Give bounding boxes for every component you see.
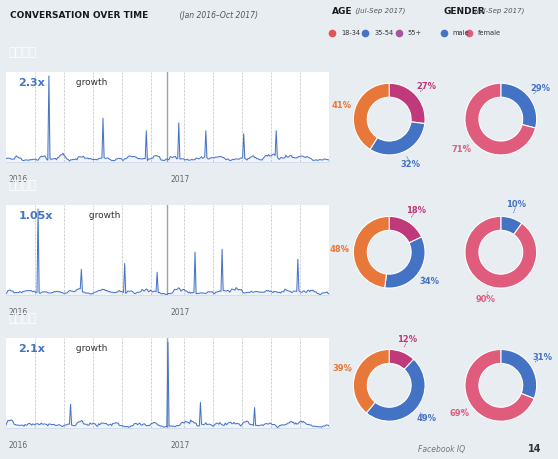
Text: 55+: 55+ [408,30,422,36]
Text: 39%: 39% [333,364,352,373]
Text: 1.05x: 1.05x [18,211,53,221]
Wedge shape [389,349,413,369]
Wedge shape [384,237,425,288]
Text: Facebook IQ: Facebook IQ [418,445,465,454]
Text: CONVERSATION OVER TIME: CONVERSATION OVER TIME [10,11,148,20]
Text: 2.1x: 2.1x [18,344,45,354]
Wedge shape [367,359,425,421]
Text: 71%: 71% [451,145,472,154]
Text: 49%: 49% [417,414,436,423]
Text: 18-34: 18-34 [341,30,360,36]
Text: 27%: 27% [417,82,436,91]
Text: 18%: 18% [406,206,426,215]
Text: AGE: AGE [332,7,353,16]
Text: 神奇女侠: 神奇女侠 [8,312,36,325]
Wedge shape [353,349,389,413]
Text: growth: growth [86,211,121,220]
Wedge shape [353,83,389,149]
Wedge shape [370,122,425,155]
Text: 41%: 41% [331,101,352,110]
Wedge shape [501,349,537,398]
Text: 69%: 69% [450,409,470,418]
Text: GENDER: GENDER [444,7,485,16]
Text: (Jul-Sep 2017): (Jul-Sep 2017) [472,7,524,14]
Text: 性别角色: 性别角色 [8,46,36,59]
Text: 31%: 31% [532,353,552,362]
Wedge shape [465,349,534,421]
Text: 女性赋权: 女性赋权 [8,179,36,192]
Text: 2017: 2017 [171,175,190,184]
Wedge shape [501,216,522,235]
Wedge shape [465,83,536,155]
Wedge shape [353,216,389,288]
Text: 2016: 2016 [9,175,28,184]
Text: 2017: 2017 [171,308,190,317]
Text: female: female [478,30,501,36]
Text: growth: growth [73,78,107,87]
Text: 10%: 10% [506,201,526,209]
Text: (Jan 2016–Oct 2017): (Jan 2016–Oct 2017) [177,11,258,20]
Text: 90%: 90% [475,295,496,304]
Wedge shape [465,216,537,288]
Text: 32%: 32% [401,160,420,168]
Wedge shape [501,83,537,128]
Wedge shape [389,216,422,243]
Wedge shape [389,83,425,123]
Text: 29%: 29% [530,84,550,93]
Text: 34%: 34% [420,277,440,286]
Text: (Jul-Sep 2017): (Jul-Sep 2017) [353,7,405,14]
Text: 2017: 2017 [171,441,190,450]
Text: growth: growth [73,344,107,353]
Text: 2016: 2016 [9,308,28,317]
Text: 35-54: 35-54 [374,30,393,36]
Text: 2.3x: 2.3x [18,78,45,88]
Text: 48%: 48% [330,245,349,253]
Text: 2016: 2016 [9,441,28,450]
Text: 14: 14 [528,444,541,454]
Text: 12%: 12% [397,335,417,343]
Text: male: male [453,30,469,36]
